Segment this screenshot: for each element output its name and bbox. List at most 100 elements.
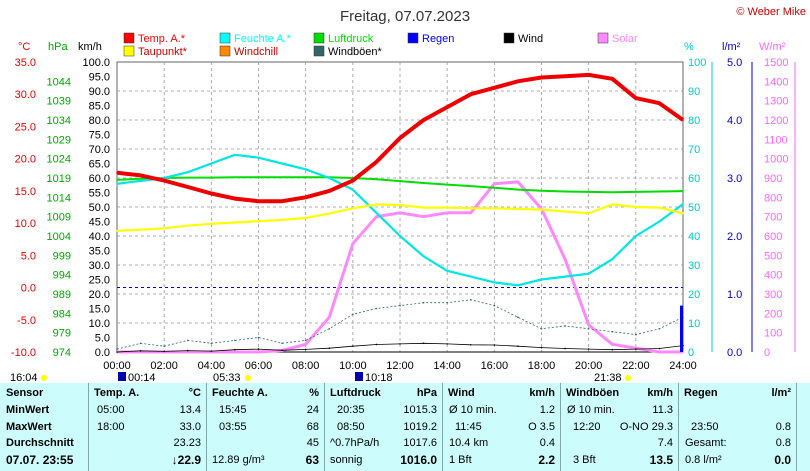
wind-max-time: 11:45 (455, 421, 482, 433)
data-point-tempa (682, 119, 684, 121)
rain-tick-label: 3.0 (727, 173, 742, 185)
copyright-label[interactable]: © Weber Mike (736, 6, 806, 18)
data-point-wind (611, 348, 614, 351)
solar-tick-label: 1100 (764, 134, 788, 146)
data-point-tempa (328, 190, 331, 192)
wind-current-value: 2.2 (538, 453, 555, 467)
data-point-feuchtea (517, 284, 519, 287)
pressure-tick-label: 1009 (47, 212, 71, 224)
data-point-tempa (186, 186, 189, 188)
legend-swatch (123, 45, 135, 57)
chart-grid (116, 61, 684, 353)
wind-tick-label: 70.0 (89, 144, 110, 156)
data-point-luftdruck (234, 176, 236, 179)
hum-absolute: 12.89 g/m³ (212, 454, 265, 466)
data-point-taupunkt (611, 203, 614, 206)
rain-total-value: 0.8 (775, 437, 791, 449)
pressure-tick-label: 1039 (47, 96, 71, 108)
solar-tick-label: 300 (764, 289, 782, 301)
wind-tick-label: 100.0 (82, 57, 110, 69)
data-point-taupunkt (210, 222, 213, 225)
wind-tick-label: 40.0 (89, 231, 110, 243)
data-point-taupunkt (328, 212, 331, 215)
data-point-feuchtea (304, 168, 307, 171)
unit-humidity-header: % (684, 41, 694, 53)
time-tick-label: 00:00 (103, 360, 131, 372)
data-point-taupunkt (469, 207, 472, 210)
data-point-luftdruck (399, 180, 401, 182)
humidity-tick-label: 100 (688, 57, 706, 69)
data-point-wind (234, 348, 236, 351)
time-tick-label: 06:00 (245, 360, 273, 372)
pressure-tick-label: 1029 (47, 134, 71, 146)
pressure-tick-label: 979 (53, 328, 71, 340)
rain-tick-label: 4.0 (727, 115, 742, 127)
pressure-tick-label: 974 (53, 347, 71, 359)
data-point-wind (446, 343, 448, 345)
data-point-windben (375, 307, 378, 310)
legend-label: Wind (518, 33, 543, 45)
data-point-luftdruck (186, 176, 189, 179)
data-point-feuchtea (611, 258, 614, 261)
wind-tick-label: 30.0 (89, 260, 110, 272)
gust-min-label: Ø 10 min. (567, 404, 615, 416)
time-tick-label: 10:00 (339, 360, 367, 372)
data-point-tempa (257, 200, 260, 202)
wind-tick-label: 65.0 (89, 159, 110, 171)
data-point-windben (399, 304, 401, 307)
data-point-feuchtea (257, 156, 260, 159)
data-point-tempa (116, 172, 118, 174)
wind-beaufort: 1 Bft (449, 454, 472, 466)
chart-series (116, 72, 685, 354)
statistics-table: Sensor MinWert MaxWert Durchschnitt 07.0… (0, 383, 810, 471)
data-point-wind (186, 349, 189, 352)
unit-wind-header: km/h (78, 41, 102, 53)
data-point-taupunkt (375, 203, 378, 206)
data-point-solar (564, 258, 566, 261)
data-point-wind (540, 346, 543, 349)
wind-min-label: Ø 10 min. (449, 404, 497, 416)
data-point-feuchtea (186, 171, 189, 173)
legend-label: Taupunkt* (138, 46, 188, 58)
legend-label: Windböen* (328, 46, 383, 58)
data-point-taupunkt (540, 208, 543, 211)
solar-tick-label: 1000 (764, 154, 788, 166)
data-point-tempa (540, 76, 543, 79)
data-point-taupunkt (399, 204, 401, 206)
data-point-taupunkt (163, 227, 165, 230)
data-point-wind (210, 350, 213, 352)
row-label-current: 07.07. 23:55 (6, 453, 74, 467)
gust-avg-value: 7.4 (657, 437, 673, 449)
temp-current-value: ↓22.9 (171, 453, 201, 467)
wind-tick-label: 50.0 (89, 202, 110, 214)
data-point-luftdruck (257, 176, 260, 179)
data-point-windben (517, 316, 519, 319)
data-point-taupunkt (186, 224, 189, 227)
unit-pressure-header: hPa (48, 41, 68, 53)
data-point-windben (257, 336, 260, 339)
sunrise-icon (118, 372, 126, 381)
legend-label: Luftdruck (328, 33, 374, 45)
data-point-wind (517, 345, 519, 348)
data-point-feuchtea (446, 270, 448, 272)
data-point-feuchtea (493, 281, 496, 284)
data-point-feuchtea (352, 188, 354, 191)
data-point-luftdruck (422, 182, 425, 184)
time-tick-label: 24:00 (669, 360, 697, 372)
col-header-sensor: Sensor (6, 387, 44, 399)
data-point-luftdruck (611, 191, 614, 194)
wind-distance: 10.4 km (449, 437, 489, 449)
solar-tick-label: 900 (764, 173, 782, 185)
rain-tick-label: 1.0 (727, 289, 742, 301)
solar-tick-label: 600 (764, 231, 782, 243)
temp-tick-label: 30.0 (15, 89, 36, 101)
stats-col-edge (796, 383, 810, 471)
data-point-wind (469, 343, 472, 346)
rain-tick-label: 2.0 (727, 231, 742, 243)
wind-max-value: O 3.5 (528, 421, 555, 433)
data-point-luftdruck (635, 191, 637, 193)
temp-tick-label: 0.0 (21, 283, 36, 295)
data-point-windben (493, 304, 496, 307)
pressure-tick-label: 984 (53, 308, 71, 320)
data-point-feuchtea (422, 255, 425, 258)
